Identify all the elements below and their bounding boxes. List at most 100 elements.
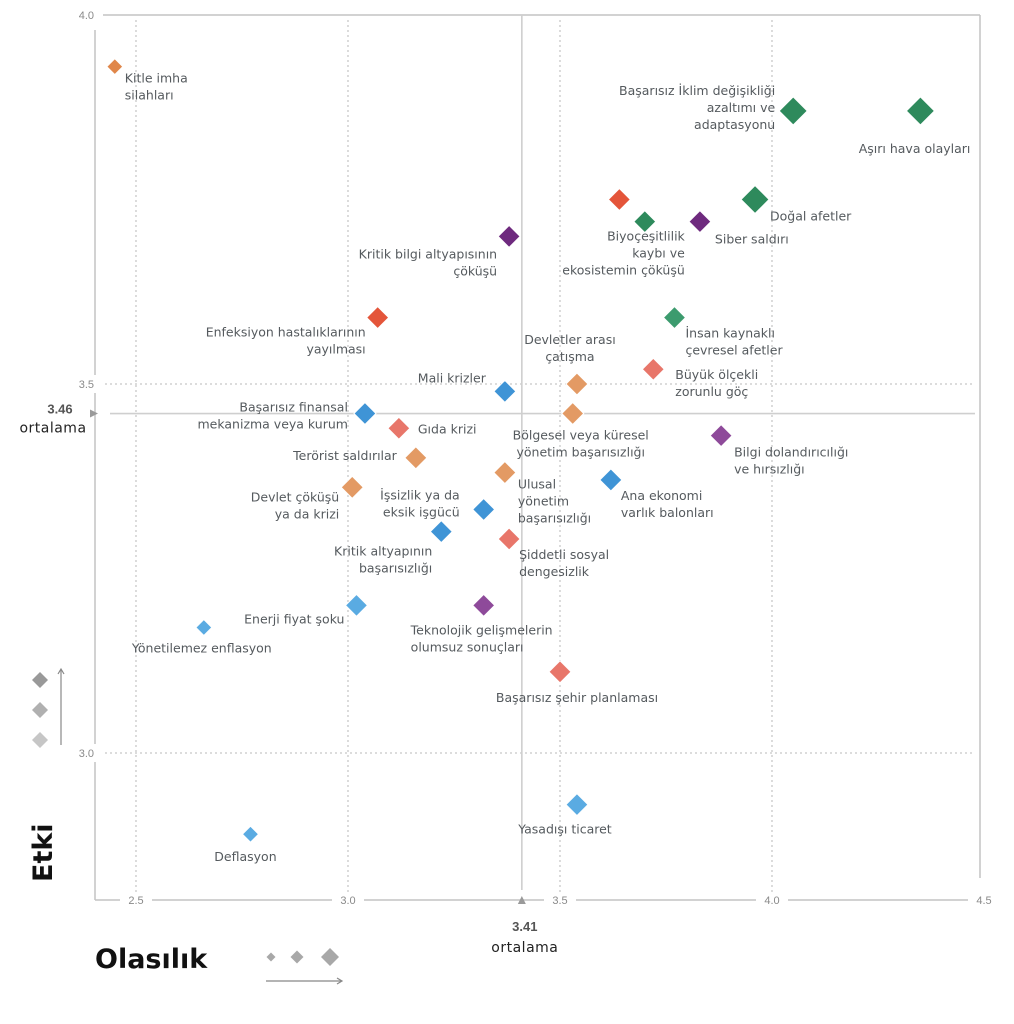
x-tick-label: 4.0 <box>764 895 779 907</box>
x-mean-value: 3.41 <box>512 919 537 934</box>
data-label: Aşırı hava olayları <box>859 141 971 156</box>
data-label: Ulusal <box>518 477 556 492</box>
data-label: eksik işgücü <box>383 504 460 519</box>
y-tick-label: 3.0 <box>79 748 94 760</box>
data-point <box>709 423 733 448</box>
data-point <box>404 446 428 470</box>
data-label: başarısızlığı <box>518 511 591 526</box>
y-mean-value: 3.46 <box>47 402 72 417</box>
data-label: Deflasyon <box>214 849 276 864</box>
x-axis-title: Olasılık <box>95 944 208 975</box>
data-label: yönetim başarısızlığı <box>516 445 644 460</box>
x-mean-label: ortalama <box>491 940 558 956</box>
data-label: Siber saldırı <box>715 232 789 247</box>
data-point <box>471 497 496 522</box>
data-point <box>429 519 453 544</box>
x-tick-label: 2.5 <box>128 895 143 907</box>
data-label: Kritik altyapının <box>334 544 432 559</box>
x-tick-bg <box>120 892 152 908</box>
data-point <box>662 305 687 330</box>
data-point <box>387 416 411 440</box>
data-label: İnsan kaynaklı <box>685 326 775 341</box>
data-point <box>340 475 364 500</box>
data-label: Kritik bilgi altyapısının <box>359 246 497 261</box>
legend: Olasılık Etki <box>28 667 344 985</box>
data-point <box>565 372 589 396</box>
data-point <box>471 593 496 618</box>
data-label: çevresel afetler <box>685 343 783 358</box>
data-label: kaybı ve <box>632 246 685 261</box>
data-label: azaltımı ve <box>707 100 776 115</box>
y-axis-title: Etki <box>28 823 59 882</box>
data-label: ekosistemin çöküşü <box>562 263 685 278</box>
x-tick-bg <box>544 892 576 908</box>
data-label: yönetim <box>518 494 569 509</box>
data-label: dengesizlik <box>519 564 590 579</box>
axis-ticks: 2.5 3.0 3.5 4.0 4.5 4.0 3.5 3.0 <box>73 6 1000 908</box>
y-tick-bg <box>73 6 103 24</box>
y-mean-label: ortalama <box>19 421 86 437</box>
data-point <box>548 660 572 684</box>
y-mean-marker <box>90 409 98 418</box>
data-point <box>497 224 521 249</box>
data-point <box>641 357 665 381</box>
data-label: Başarısız finansal <box>239 400 348 415</box>
data-label: Yasadışı ticaret <box>517 822 612 837</box>
data-label: silahları <box>125 88 174 103</box>
legend-x-arrowhead <box>336 977 344 985</box>
data-label: başarısızlığı <box>359 561 432 576</box>
x-tick-label: 3.0 <box>340 895 355 907</box>
data-label: Terörist saldırılar <box>292 448 398 463</box>
data-point <box>778 96 808 126</box>
data-point <box>106 57 124 76</box>
x-tick-label: 3.5 <box>552 895 567 907</box>
data-point <box>241 825 260 843</box>
data-label: olumsuz sonuçları <box>411 639 524 654</box>
data-label: çöküşü <box>453 263 497 278</box>
data-label: çatışma <box>545 349 594 364</box>
data-labels: Kitle imha silahları Başarısız İklim değiş… <box>125 71 971 865</box>
data-point <box>905 96 936 126</box>
legend-shade-diamond <box>32 732 48 748</box>
data-point <box>633 209 657 234</box>
data-label: Yönetilemez enflasyon <box>131 641 272 656</box>
data-label: Başarısız İklim değişikliği <box>619 83 775 98</box>
data-label: Ana ekonomi <box>621 488 702 503</box>
data-point <box>688 209 712 234</box>
data-label: yayılması <box>306 342 365 357</box>
data-point <box>493 379 517 404</box>
data-label: Enerji fiyat şoku <box>244 611 344 626</box>
x-tick-bg <box>968 892 1000 908</box>
data-label: Mali krizler <box>418 370 487 385</box>
data-label: Başarısız şehir planlaması <box>496 690 658 705</box>
data-label: Enfeksiyon hastalıklarının <box>206 325 366 340</box>
data-label: Biyoçeşitlilik <box>607 229 685 244</box>
data-point <box>740 184 770 215</box>
data-label: mekanizma veya kurum <box>198 417 348 432</box>
data-label: Gıda krizi <box>418 421 477 436</box>
data-point <box>365 305 390 330</box>
data-point <box>344 593 369 618</box>
data-point <box>561 401 585 426</box>
data-points <box>106 57 936 843</box>
legend-size-diamond <box>290 950 304 964</box>
data-point <box>565 792 589 817</box>
data-point <box>195 618 213 637</box>
data-label: Kitle imha <box>125 71 188 86</box>
grid <box>105 20 975 895</box>
x-tick-label: 4.5 <box>976 895 991 907</box>
x-mean-marker <box>517 896 526 904</box>
data-label: Büyük ölçekli <box>675 367 758 382</box>
data-point <box>353 401 377 426</box>
data-label: Devlet çöküşü <box>251 489 339 504</box>
legend-y-arrowhead <box>57 667 65 675</box>
data-point <box>497 527 521 551</box>
data-label: ya da krizi <box>275 506 339 521</box>
data-point <box>599 468 623 492</box>
legend-size-diamond <box>321 948 339 966</box>
y-tick-bg <box>73 744 103 762</box>
x-tick-bg <box>332 892 364 908</box>
data-point <box>607 187 632 212</box>
data-label: varlık balonları <box>621 505 714 520</box>
